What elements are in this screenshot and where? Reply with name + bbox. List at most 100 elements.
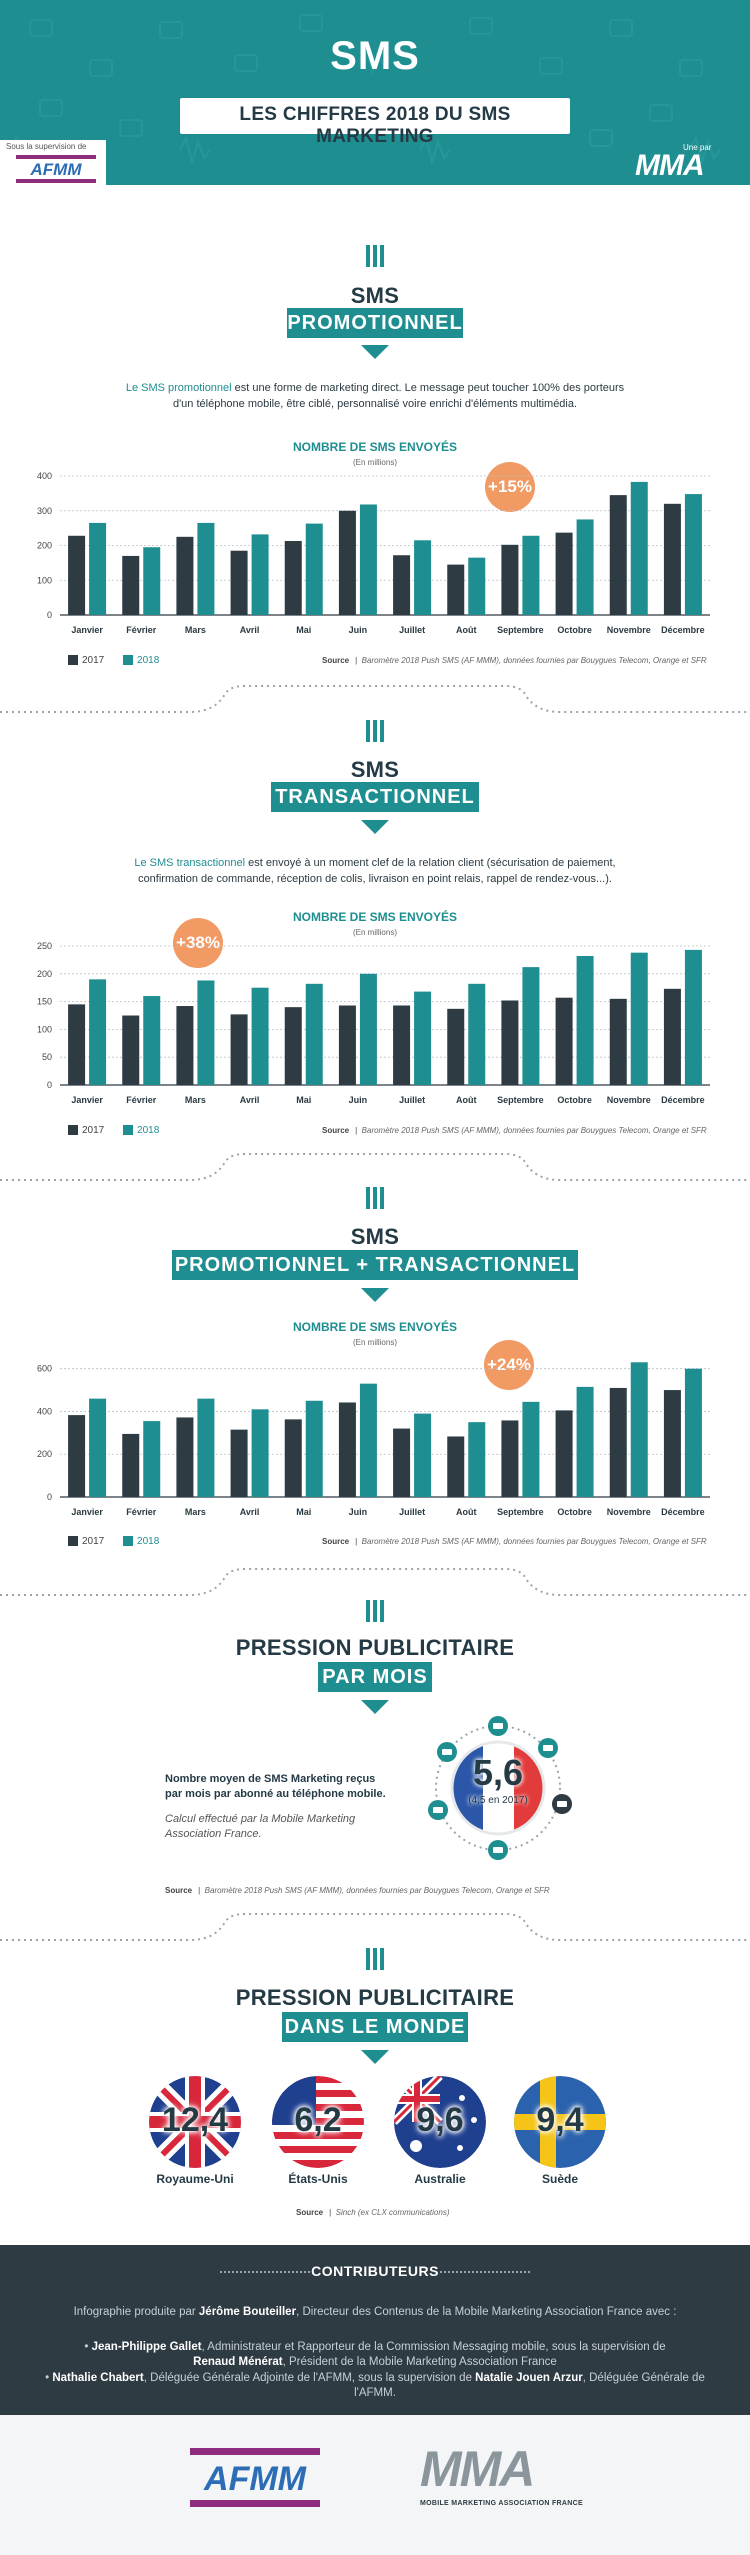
x-tick-label: Juillet bbox=[399, 1507, 425, 1517]
dotted-divider bbox=[0, 1913, 750, 1941]
bar-2018-7 bbox=[414, 540, 432, 615]
source-label: Source bbox=[322, 1126, 350, 1135]
y-tick-label: 400 bbox=[37, 471, 52, 481]
contrib-name: Nathalie Chabert bbox=[52, 2372, 144, 2384]
page-subtitle: LES CHIFFRES 2018 DU SMS MARKETING bbox=[239, 104, 511, 147]
x-tick-label: Mai bbox=[296, 1507, 311, 1517]
bar-2017-7 bbox=[393, 1005, 411, 1085]
chart2-growth-badge: +38% bbox=[173, 918, 223, 968]
bar-2018-9 bbox=[522, 967, 540, 1085]
bar-2018-12 bbox=[684, 1368, 702, 1497]
intro-text-2: confirmation de commande, réception de c… bbox=[138, 873, 612, 885]
svg-text:AFMM: AFMM bbox=[30, 160, 83, 179]
contrib-text: • bbox=[84, 2341, 92, 2353]
x-tick-label: Mai bbox=[296, 1095, 311, 1105]
x-tick-label: Décembre bbox=[661, 625, 705, 635]
bar-2017-2 bbox=[122, 1015, 140, 1085]
bar-2017-8 bbox=[447, 564, 465, 615]
bar-2018-6 bbox=[359, 1383, 377, 1497]
dotted-divider bbox=[0, 685, 750, 713]
bar-2018-3 bbox=[197, 522, 215, 615]
chart3-growth-badge: +24% bbox=[484, 1340, 534, 1390]
x-tick-label: Avril bbox=[240, 1095, 260, 1105]
source-label: Source bbox=[296, 2208, 324, 2217]
legend-label-2017: 2017 bbox=[82, 655, 105, 666]
svg-text:AFMM: AFMM bbox=[203, 2460, 307, 2498]
chart3-subtitle: (En millions) bbox=[352, 1338, 397, 1347]
y-tick-label: 150 bbox=[37, 997, 52, 1007]
x-tick-label: Février bbox=[126, 625, 157, 635]
section4-title: PRESSION PUBLICITAIRE bbox=[235, 1635, 515, 1660]
legend-swatch-2018 bbox=[123, 655, 134, 666]
x-tick-label: Janvier bbox=[71, 1507, 103, 1517]
bar-2017-7 bbox=[393, 555, 411, 615]
x-tick-label: Janvier bbox=[71, 625, 103, 635]
x-tick-label: Mai bbox=[296, 625, 311, 635]
contrib-text: , Déléguée Générale de l'AFMM. bbox=[354, 2372, 705, 2399]
section5-arrow bbox=[361, 2050, 389, 2064]
bar-2018-3 bbox=[197, 980, 215, 1085]
pressure-month-text: Nombre moyen de SMS Marketing reçus par … bbox=[165, 1773, 386, 1800]
chart1-source: Source | Baromètre 2018 Push SMS (AF MMM)… bbox=[322, 656, 707, 665]
legend-label-2018: 2018 bbox=[137, 655, 160, 666]
section4-source: Source | Baromètre 2018 Push SMS (AF MMM)… bbox=[165, 1886, 550, 1895]
bar-2017-2 bbox=[122, 555, 140, 615]
chart1-subtitle: (En millions) bbox=[352, 458, 397, 467]
y-tick-label: 600 bbox=[37, 1364, 52, 1374]
section2-title: SMS bbox=[350, 757, 400, 782]
x-tick-label: Juillet bbox=[399, 625, 425, 635]
x-tick-label: Décembre bbox=[661, 1507, 705, 1517]
x-tick-label: Août bbox=[456, 625, 477, 635]
bar-2018-1 bbox=[89, 522, 107, 615]
bar-2018-7 bbox=[414, 991, 432, 1085]
x-tick-label: Novembre bbox=[607, 1095, 651, 1105]
x-tick-label: Mars bbox=[185, 625, 206, 635]
x-tick-label: Octobre bbox=[557, 1095, 592, 1105]
contributors-dots-right bbox=[440, 2271, 530, 2273]
bar-2017-5 bbox=[284, 540, 302, 615]
x-tick-label: Septembre bbox=[497, 1507, 544, 1517]
section5-title: PRESSION PUBLICITAIRE bbox=[235, 1985, 515, 2010]
section-bars-icon bbox=[366, 1600, 384, 1622]
x-tick-label: Septembre bbox=[497, 625, 544, 635]
legend-label-2017: 2017 bbox=[82, 1125, 105, 1136]
bar-2017-8 bbox=[447, 1436, 465, 1497]
bar-2018-8 bbox=[468, 557, 486, 615]
bar-2017-1 bbox=[68, 535, 86, 615]
bar-2018-6 bbox=[359, 973, 377, 1085]
legend-swatch-2018 bbox=[123, 1536, 134, 1547]
bar-2018-11 bbox=[630, 1362, 648, 1497]
section4-arrow bbox=[361, 1700, 389, 1714]
contrib-name: Jérôme Bouteiller bbox=[198, 2306, 297, 2318]
bar-2018-3 bbox=[197, 1398, 215, 1497]
bar-2017-10 bbox=[555, 1410, 573, 1497]
bar-2018-12 bbox=[684, 494, 702, 615]
bar-2018-8 bbox=[468, 983, 486, 1085]
contrib-name: Renaud Ménérat bbox=[193, 2356, 283, 2368]
section3-band: PROMOTIONNEL + TRANSACTIONNEL bbox=[172, 1250, 578, 1280]
contrib-name: Natalie Jouen Arzur bbox=[475, 2372, 583, 2384]
x-tick-label: Septembre bbox=[497, 1095, 544, 1105]
chart1-growth-badge: +15% bbox=[485, 462, 535, 512]
source-label: Source bbox=[322, 656, 350, 665]
bar-2017-6 bbox=[338, 1402, 356, 1497]
x-tick-label: Février bbox=[126, 1095, 157, 1105]
x-tick-label: Janvier bbox=[71, 1095, 103, 1105]
pressure-month-graphic bbox=[428, 1716, 572, 1860]
bar-2018-11 bbox=[630, 481, 648, 615]
country-name-se: Suède bbox=[541, 2172, 578, 2186]
country-value-au: 9,6 bbox=[416, 2101, 464, 2139]
x-tick-label: Décembre bbox=[661, 1095, 705, 1105]
section2-arrow bbox=[361, 820, 389, 834]
bar-2017-5 bbox=[284, 1007, 302, 1085]
pressure-month-value-2017: (4,5 en 2017) bbox=[468, 1795, 528, 1806]
x-tick-label: Août bbox=[456, 1095, 477, 1105]
dotted-divider bbox=[0, 1153, 750, 1181]
x-tick-label: Mars bbox=[185, 1095, 206, 1105]
country-name-au: Australie bbox=[414, 2172, 466, 2186]
contributors-line2: • Jean-Philippe Gallet, Administrateur e… bbox=[30, 2340, 720, 2355]
sweden-flag-icon bbox=[514, 2076, 606, 2168]
contrib-text: • bbox=[45, 2372, 53, 2384]
contributors-line1: Infographie produite par Jérôme Bouteill… bbox=[30, 2305, 720, 2320]
bar-2018-10 bbox=[576, 956, 594, 1085]
